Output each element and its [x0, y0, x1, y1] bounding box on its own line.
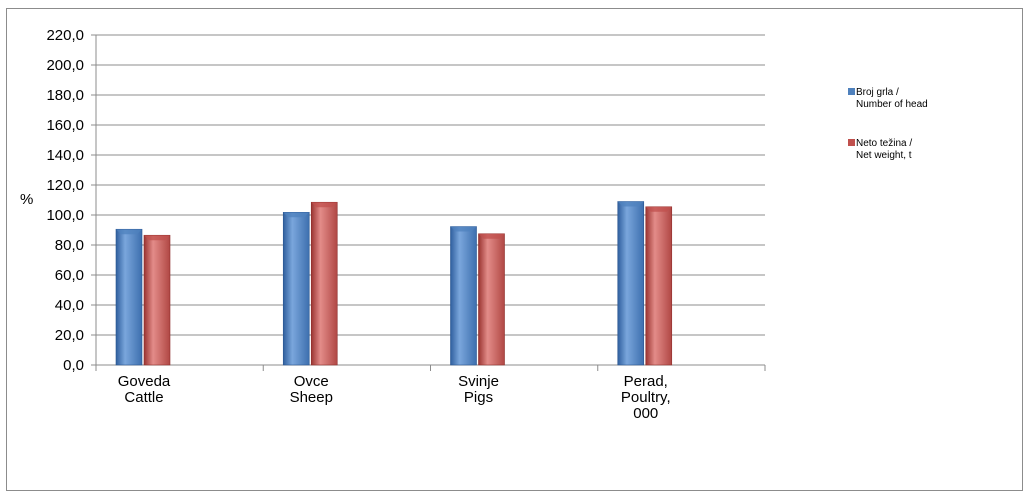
y-axis-label: % [20, 191, 33, 208]
legend-swatch [848, 139, 855, 146]
category-label: 000 [633, 405, 658, 422]
legend-swatch [848, 88, 855, 95]
y-tick-label: 0,0 [63, 357, 84, 374]
y-tick-label: 140,0 [46, 147, 84, 164]
category-label: Ovce [294, 373, 329, 390]
bar-bevel [283, 212, 310, 218]
y-tick-label: 100,0 [46, 207, 84, 224]
bar-bevel [450, 226, 477, 232]
legend: Broj grla /Number of head Neto težina /Ne… [848, 87, 928, 161]
bar-bevel [311, 202, 338, 208]
category-label: Perad, [624, 373, 668, 390]
bars [115, 201, 673, 366]
bar-bevel [478, 233, 505, 239]
bar-1-0 [143, 234, 171, 366]
category-label: Goveda [118, 373, 171, 390]
bar-0-2 [450, 226, 477, 366]
bar-bevel [144, 235, 170, 241]
y-tick-label: 20,0 [55, 327, 84, 344]
y-tick-label: 60,0 [55, 267, 84, 284]
bar-bevel [645, 206, 672, 212]
bar-0-3 [617, 201, 645, 366]
y-tick-label: 120,0 [46, 177, 84, 194]
bar-bevel [617, 201, 644, 207]
legend-label: Broj grla / [856, 87, 899, 98]
bar-0-0 [115, 228, 143, 366]
bar-1-2 [478, 233, 505, 366]
legend-label: Neto težina / [856, 138, 912, 149]
y-tick-label: 200,0 [46, 57, 84, 74]
category-label: Sheep [290, 389, 333, 406]
category-label: Pigs [464, 389, 493, 406]
y-tick-label: 40,0 [55, 297, 84, 314]
y-tick-label: 80,0 [55, 237, 84, 254]
legend-label: Number of head [856, 99, 928, 110]
category-label: Cattle [124, 389, 163, 406]
legend-label: Net weight, t [856, 150, 912, 161]
category-label: Svinje [458, 373, 499, 390]
bar-1-1 [310, 201, 338, 366]
labels: 0,0 20,0 40,0 60,0 80,0 100,0 120,0 140,0 160,0 1… [20, 27, 671, 422]
category-label: Poultry, [621, 389, 671, 406]
bar-0-1 [282, 212, 310, 366]
bar-bevel [116, 229, 142, 235]
y-tick-label: 220,0 [46, 27, 84, 44]
y-tick-label: 160,0 [46, 117, 84, 134]
bar-1-3 [645, 206, 673, 366]
y-tick-label: 180,0 [46, 87, 84, 104]
